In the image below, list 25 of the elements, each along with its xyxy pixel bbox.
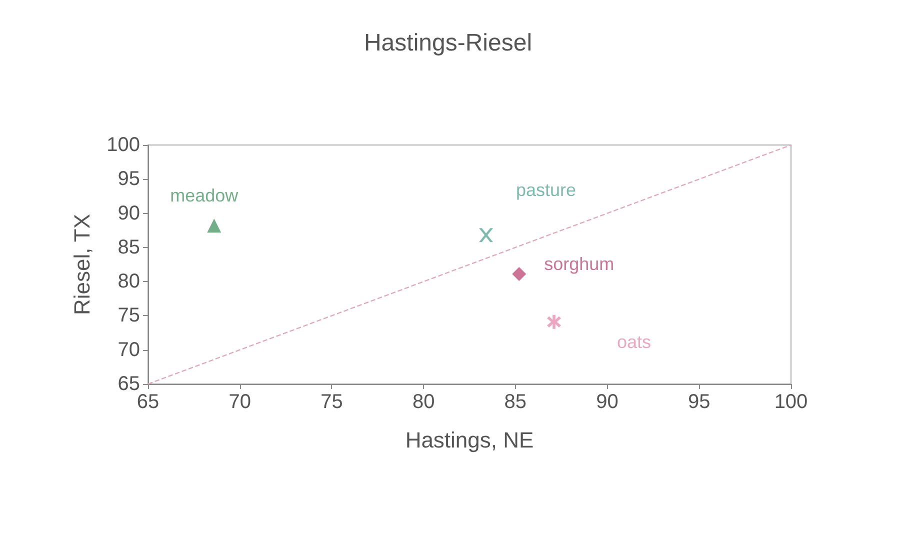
y-tick-label: 70	[118, 338, 140, 361]
y-tick-label: 90	[118, 202, 140, 224]
series-label: sorghum	[544, 254, 614, 274]
chart-title: Hastings-Riesel	[364, 30, 532, 56]
x-tick-label: 100	[774, 391, 808, 413]
y-tick-label: 80	[118, 270, 140, 293]
x-axis-title: Hastings, NE	[405, 428, 534, 452]
x-tick-label: 95	[688, 391, 710, 413]
point	[207, 218, 222, 233]
y-tick-label: 95	[118, 168, 140, 190]
y-axis-title: Riesel, TX	[70, 214, 94, 316]
text: oats	[616, 332, 652, 352]
y-tick-label: 75	[118, 304, 140, 327]
x-tick-label: 85	[504, 391, 527, 413]
series-label: meadow	[170, 186, 240, 206]
text: pasture	[516, 180, 576, 200]
x-tick-label: 75	[320, 391, 343, 413]
x-tick-label: 90	[596, 391, 618, 413]
point	[479, 228, 494, 242]
y-tick-label: 100	[106, 134, 140, 156]
x-tick-label: 70	[228, 391, 251, 413]
point	[547, 314, 562, 329]
x-tick-label: 80	[412, 391, 435, 413]
y-tick-label: 85	[118, 236, 140, 258]
point	[512, 267, 526, 282]
